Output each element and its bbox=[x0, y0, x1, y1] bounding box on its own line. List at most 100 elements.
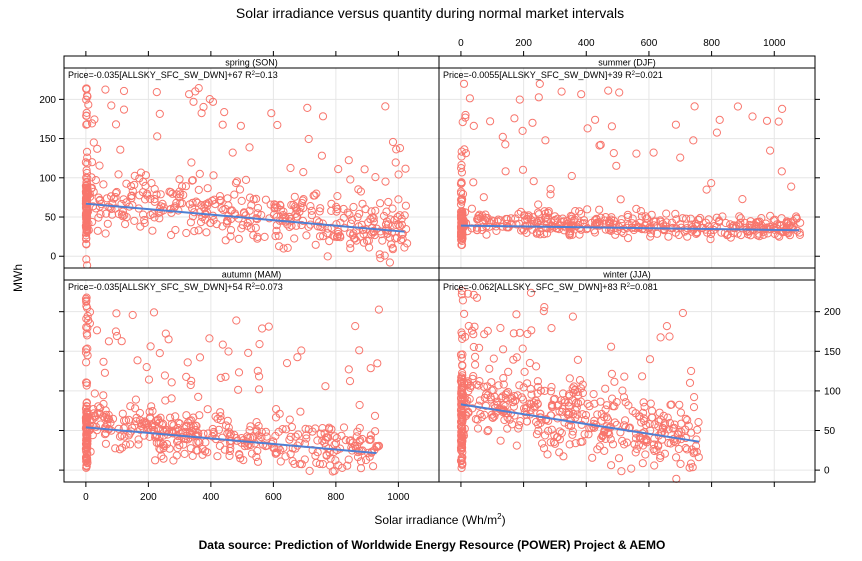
data-point bbox=[602, 413, 611, 422]
data-point bbox=[178, 182, 187, 191]
data-point bbox=[241, 175, 251, 184]
data-point bbox=[386, 215, 395, 224]
data-point bbox=[281, 452, 290, 461]
data-point bbox=[458, 233, 467, 242]
data-point bbox=[370, 231, 379, 240]
data-point bbox=[621, 416, 630, 425]
data-point bbox=[353, 427, 362, 436]
data-point bbox=[267, 109, 276, 118]
data-point bbox=[88, 217, 97, 227]
data-point bbox=[235, 450, 244, 459]
data-point bbox=[589, 390, 598, 399]
equation-main: Price=-0.035[ALLSKY_SFC_SW_DWN]+67 R bbox=[68, 70, 252, 80]
data-point bbox=[83, 311, 92, 321]
data-point bbox=[457, 431, 466, 440]
data-point bbox=[539, 444, 549, 453]
panel-strip-label: winter (JJA) bbox=[602, 270, 651, 280]
data-point bbox=[171, 412, 180, 421]
data-point bbox=[473, 215, 482, 224]
data-point bbox=[315, 232, 325, 241]
data-point bbox=[394, 170, 403, 179]
data-point bbox=[124, 415, 133, 424]
data-point bbox=[327, 199, 336, 208]
data-point bbox=[332, 220, 341, 229]
equation-main: Price=-0.035[ALLSKY_SFC_SW_DWN]+54 R bbox=[68, 282, 252, 292]
data-point bbox=[656, 453, 665, 463]
points-group bbox=[81, 84, 412, 270]
data-point bbox=[676, 459, 685, 468]
data-point bbox=[474, 381, 483, 390]
data-point bbox=[82, 120, 91, 129]
data-point bbox=[272, 448, 281, 457]
data-point bbox=[384, 197, 393, 207]
data-point bbox=[458, 459, 467, 468]
data-point bbox=[114, 170, 123, 179]
data-point bbox=[152, 88, 161, 97]
data-point bbox=[208, 97, 218, 106]
data-point bbox=[401, 201, 410, 210]
data-point bbox=[360, 165, 369, 174]
data-point bbox=[90, 389, 99, 398]
data-point bbox=[533, 389, 542, 398]
data-point bbox=[349, 202, 358, 212]
data-point bbox=[344, 365, 353, 374]
data-point bbox=[311, 424, 320, 433]
x-tick-label-top: 1000 bbox=[763, 38, 786, 49]
data-point bbox=[394, 195, 403, 204]
data-point bbox=[143, 420, 152, 429]
data-point bbox=[387, 228, 396, 237]
data-point bbox=[130, 171, 139, 180]
data-point bbox=[146, 342, 155, 351]
data-point bbox=[692, 435, 701, 444]
data-point bbox=[244, 348, 253, 357]
data-point bbox=[694, 453, 703, 462]
data-point bbox=[640, 417, 649, 426]
data-point bbox=[635, 218, 644, 227]
data-point bbox=[510, 396, 520, 405]
data-point bbox=[253, 457, 263, 466]
points-group bbox=[456, 79, 805, 250]
data-point bbox=[465, 94, 474, 103]
data-point bbox=[735, 212, 744, 221]
data-point bbox=[461, 113, 470, 122]
data-point bbox=[356, 457, 366, 466]
data-point bbox=[540, 303, 549, 312]
data-point bbox=[395, 211, 404, 220]
y-tick-label-left: 100 bbox=[39, 173, 56, 184]
data-point bbox=[535, 79, 544, 89]
data-point bbox=[195, 411, 204, 420]
data-point bbox=[640, 402, 649, 411]
data-point bbox=[457, 455, 466, 464]
data-point bbox=[299, 168, 308, 177]
data-point bbox=[651, 217, 660, 226]
data-point bbox=[633, 222, 642, 231]
data-point bbox=[126, 440, 135, 449]
panel-0: spring (SON) Price=-0.035[ALLSKY_SFC_SW_D… bbox=[63, 55, 440, 270]
data-point bbox=[469, 372, 478, 381]
data-point bbox=[782, 227, 791, 236]
panel-equation: Price=-0.0055[ALLSKY_SFC_SW_DWN]+39 R2=0… bbox=[443, 70, 663, 80]
data-point bbox=[352, 432, 361, 441]
data-point bbox=[775, 232, 784, 241]
data-point bbox=[261, 195, 270, 204]
data-point bbox=[115, 432, 125, 441]
panel-equation: Price=-0.035[ALLSKY_SFC_SW_DWN]+54 R2=0.… bbox=[68, 282, 283, 292]
data-point bbox=[685, 378, 695, 387]
data-point bbox=[583, 205, 592, 214]
data-point bbox=[91, 176, 101, 185]
data-point bbox=[784, 218, 793, 227]
data-point bbox=[245, 143, 254, 152]
data-point bbox=[136, 168, 146, 177]
data-point bbox=[532, 430, 542, 439]
data-point bbox=[671, 120, 681, 129]
y-tick-label-left: 50 bbox=[45, 213, 57, 224]
data-point bbox=[378, 236, 387, 245]
data-point bbox=[128, 310, 137, 320]
data-point bbox=[345, 436, 354, 445]
data-point bbox=[461, 332, 470, 341]
data-point bbox=[582, 225, 591, 234]
data-point bbox=[654, 422, 663, 431]
data-point bbox=[213, 452, 222, 461]
data-point bbox=[255, 372, 264, 381]
data-point bbox=[489, 354, 498, 363]
